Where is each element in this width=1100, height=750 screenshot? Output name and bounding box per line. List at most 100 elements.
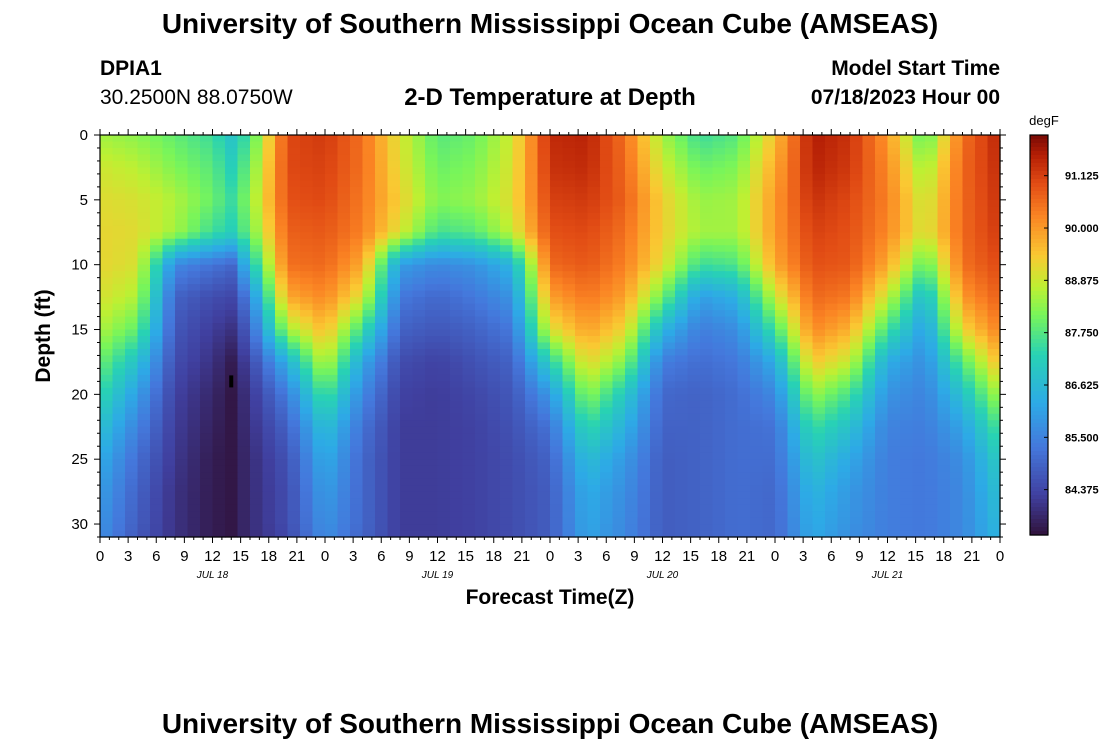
heatmap-cell [587,329,601,337]
heatmap-cell [637,342,651,350]
heatmap-cell [912,407,926,415]
heatmap-cell [400,374,414,382]
heatmap-cell [887,316,901,324]
heatmap-cell [675,517,689,525]
heatmap-cell [562,452,576,460]
heatmap-cell [775,251,789,259]
heatmap-cell [125,173,139,181]
heatmap-cell [325,232,339,240]
heatmap-cell [612,186,626,194]
heatmap-cell [737,219,751,227]
heatmap-cell [137,264,151,272]
heatmap-cell [525,160,539,169]
heatmap-cell [587,348,601,357]
heatmap-cell [375,348,389,357]
heatmap-cell [500,433,514,441]
heatmap-cell [400,400,414,408]
heatmap-cell [962,251,976,259]
heatmap-cell [537,303,551,311]
heatmap-cell [362,413,376,421]
heatmap-cell [175,180,189,188]
heatmap-cell [562,465,576,473]
heatmap-cell [250,413,264,421]
heatmap-cell [800,290,814,298]
heatmap-cell [800,446,814,454]
heatmap-cell [500,387,514,395]
heatmap-cell [187,452,201,460]
heatmap-cell [487,342,501,350]
heatmap-cell [312,361,326,370]
heatmap-cell [425,199,439,207]
heatmap-cell [275,251,289,259]
heatmap-cell [337,342,351,350]
heatmap-cell [962,167,976,175]
heatmap-cell [737,498,751,506]
heatmap-cell [737,478,751,486]
heatmap-cell [550,141,564,149]
heatmap-cell [925,219,939,227]
heatmap-cell [812,245,826,253]
heatmap-cell [412,472,426,480]
heatmap-cell [425,420,439,428]
heatmap-cell [937,206,951,214]
heatmap-cell [475,154,489,162]
heatmap-cell [900,465,914,473]
heatmap-cell [962,141,976,149]
heatmap-cell [912,361,926,370]
heatmap-cell [625,323,639,331]
heatmap-cell [825,361,839,370]
heatmap-cell [600,413,614,421]
heatmap-cell [950,167,964,175]
heatmap-cell [662,135,676,143]
heatmap-cell [850,524,864,532]
heatmap-cell [537,167,551,175]
heatmap-cell [837,238,851,246]
x-tick-label: 18 [935,548,952,565]
heatmap-cell [350,199,364,207]
x-tick-label: 3 [124,548,132,565]
heatmap-cell [475,147,489,156]
heatmap-cell [562,284,576,292]
heatmap-cell [562,173,576,181]
heatmap-cell [150,524,164,532]
colorbar-segment [1030,415,1048,420]
heatmap-cell [262,336,276,344]
heatmap-cell [875,439,889,447]
heatmap-cell [350,310,364,318]
heatmap-cell [312,135,326,143]
heatmap-cell [562,212,576,220]
heatmap-cell [775,310,789,318]
heatmap-cell [212,452,226,460]
heatmap-cell [675,225,689,233]
heatmap-cell [887,310,901,318]
heatmap-cell [537,264,551,272]
heatmap-cell [200,186,214,194]
heatmap-cell [287,199,301,207]
heatmap-cell [762,413,776,421]
heatmap-cell [975,433,989,441]
heatmap-cell [500,478,514,486]
heatmap-cell [612,368,626,376]
heatmap-cell [362,472,376,480]
heatmap-cell [862,225,876,233]
colorbar-tick-label: 88.875 [1065,275,1099,287]
heatmap-cell [650,212,664,220]
heatmap-cell [837,180,851,188]
heatmap-cell [750,238,764,246]
heatmap-cell [700,517,714,525]
heatmap-cell [512,303,526,311]
heatmap-cell [887,277,901,285]
heatmap-cell [112,212,126,220]
heatmap-cell [912,251,926,259]
heatmap-cell [212,413,226,421]
x-tick-label: 18 [260,548,277,565]
heatmap-cell [387,348,401,357]
heatmap-cell [637,264,651,272]
heatmap-cell [662,180,676,188]
heatmap-cell [862,232,876,240]
heatmap-cell [962,381,976,389]
heatmap-cell [812,232,826,240]
heatmap-cell [812,472,826,480]
heatmap-cell [937,413,951,421]
heatmap-cell [687,212,701,220]
